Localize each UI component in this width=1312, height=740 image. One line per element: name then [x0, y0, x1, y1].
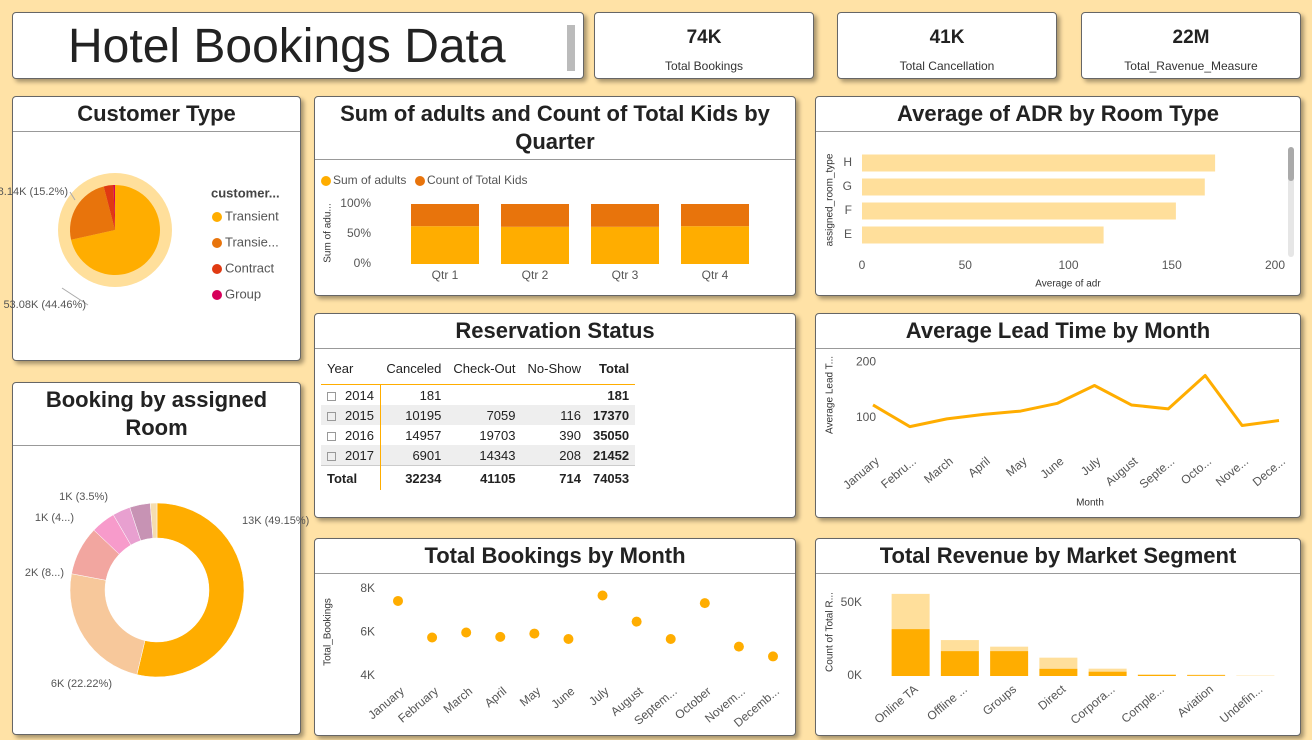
table-cell: 181 [587, 385, 635, 406]
chart-title: Booking by assigned Room [13, 383, 300, 446]
table-cell: 2015 [321, 405, 381, 425]
cell-text: 35050 [592, 427, 630, 443]
cell-text: 7059 [486, 407, 516, 423]
cell-text: Total [327, 470, 358, 486]
table-row: 2014 181 181 [321, 384, 635, 406]
table-cell: 7059 [447, 405, 522, 425]
kpi-label: Total_Ravenue_Measure [1124, 59, 1258, 73]
kpi-label: Total Cancellation [899, 59, 995, 73]
table-cell [447, 385, 521, 406]
cell-text: 2016 [345, 427, 374, 443]
chart-title: Total Revenue by Market Segment [816, 539, 1300, 574]
table-cell: 74053 [586, 465, 636, 490]
table-row: 2015 10195 7059 116 17370 [321, 405, 636, 425]
kpi-card: 41K Total Cancellation [837, 12, 1057, 79]
scroll-thumb [1288, 147, 1294, 181]
table-cell: 14957 [380, 425, 447, 445]
table-cell: 208 [521, 445, 587, 466]
column-header: Check-Out [447, 352, 522, 385]
table-cell: 17370 [586, 405, 636, 425]
kpi-value: 22M [1172, 27, 1210, 48]
column-header: Year [321, 352, 381, 385]
column-header: No-Show [521, 352, 587, 385]
table-cell: 714 [521, 465, 587, 490]
cell-text: 6901 [412, 447, 442, 463]
cell-text: 2017 [345, 447, 374, 463]
cell-text: 2014 [345, 387, 374, 403]
kpi-card: 22M Total_Ravenue_Measure [1081, 12, 1301, 79]
chart-panel: Booking by assigned Room [12, 382, 301, 735]
table-cell: 19703 [447, 425, 521, 445]
chart-panel: Total Revenue by Market Segment [815, 538, 1301, 736]
kpi-value: 74K [686, 27, 722, 48]
chart-title: Total Bookings by Month [315, 539, 795, 574]
table-row: 2017 6901 14343 208 21452 [321, 445, 636, 466]
kpi-label: Total Bookings [664, 59, 744, 73]
cell-text: 181 [419, 387, 442, 403]
cell-text: 17370 [592, 407, 630, 423]
column-header: Canceled [380, 352, 448, 385]
cell-text: 10195 [405, 407, 442, 423]
chart-title: Average Lead Time by Month [816, 314, 1300, 349]
table-cell: 181 [380, 385, 447, 406]
table-cell [522, 385, 587, 406]
cell-text: 208 [559, 447, 581, 463]
cell-text: 14343 [479, 447, 516, 463]
table-cell: 41105 [447, 465, 522, 490]
cell-text: 19703 [479, 427, 516, 443]
reservation-table: Year Canceled Check-Out No-Show Total 2014 181… [321, 352, 636, 490]
scroll-track [1288, 147, 1294, 257]
expand-icon [327, 391, 336, 401]
title-card: Hotel Bookings Data [12, 12, 584, 79]
kpi-card: 74K Total Bookings [594, 12, 814, 79]
table-panel: Reservation Status Year Canceled Check-Out… [314, 313, 796, 518]
chart-title: Sum of adults and Count of Total Kids by… [315, 97, 795, 160]
cell-text: 74053 [592, 470, 630, 486]
table-cell: 10195 [380, 405, 448, 425]
table-cell: 2014 [321, 384, 381, 405]
cell-text: 714 [559, 470, 581, 486]
cell-text: 32234 [405, 470, 442, 486]
cell-text: 390 [559, 427, 581, 443]
cell-text: 14957 [405, 427, 442, 443]
chart-panel: Average of ADR by Room Type [815, 96, 1301, 296]
cell-text: 181 [607, 387, 630, 403]
table-row: 2016 14957 19703 390 35050 [321, 425, 635, 445]
header-row: Year Canceled Check-Out No-Show Total [321, 352, 636, 385]
chart-title: Customer Type [13, 97, 300, 132]
dashboard-title: Hotel Bookings Data [68, 20, 506, 73]
expand-icon [327, 411, 336, 421]
table-row: Total 32234 41105 714 74053 [321, 465, 636, 490]
table-cell: 6901 [380, 445, 448, 466]
expand-icon [327, 451, 336, 461]
cell-text: 116 [560, 407, 581, 423]
column-header: Total [586, 352, 636, 385]
table-cell: 2017 [321, 445, 381, 466]
kpi-value: 41K [929, 27, 965, 48]
chart-title: Average of ADR by Room Type [816, 97, 1300, 132]
cell-text: 41105 [480, 470, 516, 486]
table-cell: 14343 [447, 445, 522, 466]
table-title: Reservation Status [315, 314, 795, 349]
table-cell: 116 [521, 405, 587, 425]
table-cell: 35050 [587, 425, 635, 445]
cell-text: 2015 [345, 407, 374, 423]
table-cell: 32234 [380, 465, 448, 490]
chart-panel: Sum of adults and Count of Total Kids by… [314, 96, 796, 296]
table-cell: Total [321, 465, 381, 490]
scroll-bar [567, 25, 575, 71]
table-cell: 390 [522, 425, 587, 445]
chart-panel: Average Lead Time by Month [815, 313, 1301, 518]
chart-panel: Total Bookings by Month [314, 538, 796, 736]
table-cell: 2016 [321, 425, 381, 445]
expand-icon [327, 431, 336, 441]
chart-panel: Customer Type [12, 96, 301, 361]
cell-text: 21452 [592, 447, 630, 463]
table-cell: 21452 [586, 445, 636, 466]
